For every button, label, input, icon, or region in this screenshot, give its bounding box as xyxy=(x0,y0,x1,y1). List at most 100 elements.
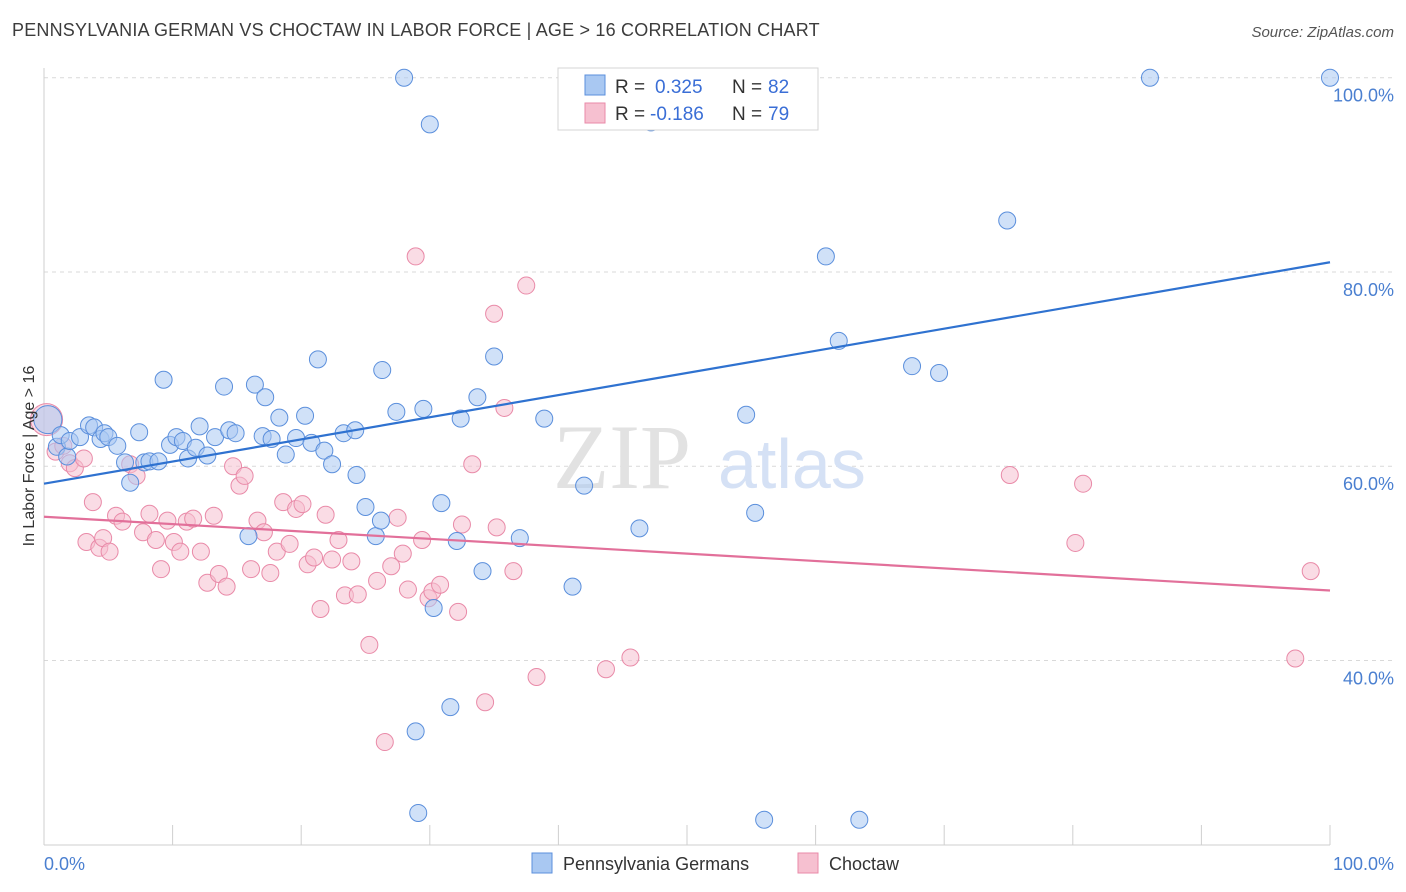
choctaw-point xyxy=(83,493,102,512)
pennsylvania-germans-point xyxy=(850,810,869,829)
x-tick-label-min: 0.0% xyxy=(44,854,85,874)
pennsylvania-germans-point xyxy=(149,452,168,471)
pennsylvania-germans-trend-line xyxy=(43,261,1331,485)
choctaw-point xyxy=(1066,533,1085,552)
choctaw-point xyxy=(242,560,261,579)
pennsylvania-germans-point xyxy=(563,577,582,596)
legend-n-label-1: N = xyxy=(732,77,762,98)
choctaw-point xyxy=(1301,562,1320,581)
choctaw-point xyxy=(1074,474,1093,493)
choctaw-point xyxy=(393,544,412,563)
chart-title: PENNSYLVANIA GERMAN VS CHOCTAW IN LABOR … xyxy=(12,20,820,40)
pennsylvania-germans-point xyxy=(387,402,406,421)
choctaw-point xyxy=(452,515,471,534)
choctaw-point xyxy=(316,505,335,524)
pennsylvania-germans-point xyxy=(395,68,414,87)
choctaw-point xyxy=(329,531,348,550)
pennsylvania-germans-point xyxy=(451,409,470,428)
choctaw-point xyxy=(375,733,394,752)
pennsylvania-germans-point xyxy=(510,529,529,548)
pennsylvania-germans-point xyxy=(575,476,594,495)
choctaw-point xyxy=(463,455,482,474)
choctaw-point xyxy=(184,509,203,528)
pennsylvania-germans-point xyxy=(420,115,439,134)
choctaw-point xyxy=(235,466,254,485)
legend-n-label-2: N = xyxy=(732,104,762,125)
choctaw-point xyxy=(305,548,324,567)
pennsylvania-germans-point xyxy=(373,361,392,380)
legend-n-value-1: 82 xyxy=(768,77,789,98)
pennsylvania-germans-point xyxy=(130,423,149,442)
choctaw-point xyxy=(449,602,468,621)
pennsylvania-germans-point xyxy=(755,810,774,829)
pennsylvania-germans-point xyxy=(108,436,127,455)
choctaw-point xyxy=(487,518,506,537)
pennsylvania-germans-point xyxy=(347,465,366,484)
y-tick-label: 100.0% xyxy=(1333,86,1394,106)
choctaw-point xyxy=(495,398,514,417)
x-axis-ticks xyxy=(43,825,1331,845)
y-axis-title: In Labor Force | Age > 16 xyxy=(21,366,38,547)
legend-n-value-2: 79 xyxy=(768,104,789,125)
pennsylvania-germans-point xyxy=(239,527,258,546)
choctaw-point xyxy=(140,504,159,523)
pennsylvania-germans-point xyxy=(485,347,504,366)
pennsylvania-germans-point xyxy=(535,409,554,428)
pennsylvania-germans-point xyxy=(296,406,315,425)
choctaw-point xyxy=(504,562,523,581)
pennsylvania-germans-point xyxy=(630,519,649,538)
bottom-legend-swatch-blue xyxy=(531,852,553,874)
choctaw-point xyxy=(158,511,177,530)
choctaw-point xyxy=(398,580,417,599)
choctaw-point xyxy=(348,585,367,604)
watermark-zip: ZIP xyxy=(553,406,691,508)
pennsylvania-germans-point xyxy=(245,375,264,394)
choctaw-point xyxy=(100,542,119,561)
pennsylvania-germans-point xyxy=(737,405,756,424)
pennsylvania-germans-point xyxy=(308,350,327,369)
watermark-atlas: atlas xyxy=(718,425,866,503)
x-tick-label-max: 100.0% xyxy=(1333,854,1394,874)
pennsylvania-germans-point xyxy=(409,803,428,822)
choctaw-point xyxy=(406,247,425,266)
pennsylvania-germans-point xyxy=(276,445,295,464)
y-tick-label: 60.0% xyxy=(1343,474,1394,494)
choctaw-point xyxy=(224,457,243,476)
pennsylvania-germans-point xyxy=(356,498,375,517)
choctaw-trend-line xyxy=(43,515,1331,592)
choctaw-point xyxy=(217,577,236,596)
bottom-legend-label-2: Choctaw xyxy=(829,854,900,874)
choctaw-point xyxy=(191,542,210,561)
choctaw-point xyxy=(1000,465,1019,484)
choctaw-point xyxy=(146,531,165,550)
pennsylvania-germans-point xyxy=(256,388,275,407)
pennsylvania-germans-point xyxy=(441,698,460,717)
pennsylvania-germans-point xyxy=(816,247,835,266)
choctaw-point xyxy=(171,542,190,561)
pennsylvania-germans-point xyxy=(154,370,173,389)
pennsylvania-germans-point xyxy=(746,503,765,522)
pennsylvania-germans-point xyxy=(473,562,492,581)
y-tick-label: 80.0% xyxy=(1343,280,1394,300)
pennsylvania-germans-points xyxy=(33,68,1339,829)
choctaw-point xyxy=(368,571,387,590)
legend-swatch-blue xyxy=(584,74,606,96)
legend-r-value-1: 0.325 xyxy=(655,77,703,98)
pennsylvania-germans-point xyxy=(323,455,342,474)
legend-swatch-pink xyxy=(584,102,606,124)
choctaw-point xyxy=(204,506,223,525)
legend-r-label-1: R = xyxy=(615,77,645,98)
choctaw-point xyxy=(527,667,546,686)
choctaw-point xyxy=(360,635,379,654)
choctaw-point xyxy=(476,693,495,712)
pennsylvania-germans-point xyxy=(424,599,443,618)
trend-lines xyxy=(43,261,1331,592)
choctaw-point xyxy=(431,575,450,594)
source-label: Source: ZipAtlas.com xyxy=(1251,24,1394,41)
pennsylvania-germans-point xyxy=(215,377,234,396)
pennsylvania-germans-point xyxy=(406,722,425,741)
pennsylvania-germans-point xyxy=(287,429,306,448)
pennsylvania-germans-point xyxy=(432,494,451,513)
pennsylvania-germans-point xyxy=(270,408,289,427)
choctaw-point xyxy=(74,449,93,468)
